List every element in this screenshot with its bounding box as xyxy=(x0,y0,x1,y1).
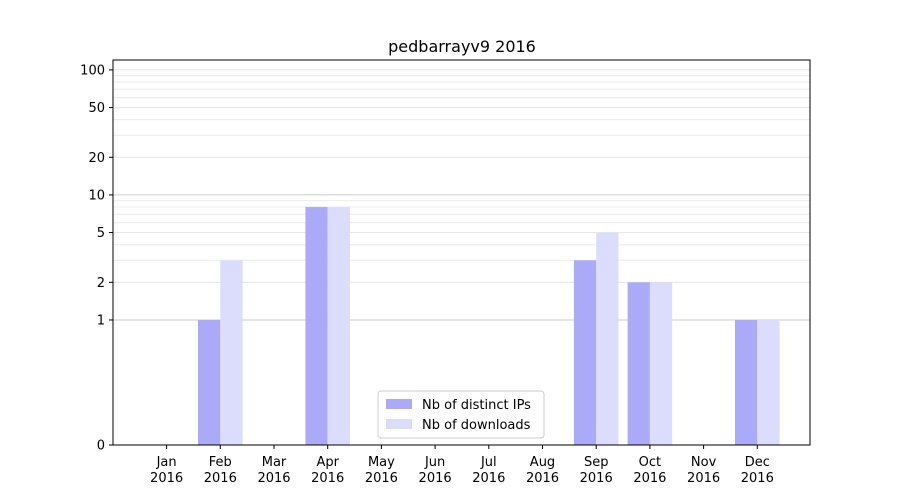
bar-nb-of-downloads-sep xyxy=(596,232,619,445)
y-tick-label: 20 xyxy=(88,151,105,166)
bar-nb-of-downloads-dec xyxy=(757,319,780,445)
bar-nb-of-distinct-ips-dec xyxy=(734,319,758,445)
x-tick-label-month: Oct xyxy=(639,455,661,470)
x-tick-label-year: 2016 xyxy=(419,471,452,486)
x-tick-label-year: 2016 xyxy=(150,471,183,486)
legend-label: Nb of distinct IPs xyxy=(422,398,531,413)
bar-nb-of-distinct-ips-apr xyxy=(305,207,328,445)
y-tick-label: 1 xyxy=(97,313,105,328)
bars xyxy=(197,207,780,445)
x-tick-label-year: 2016 xyxy=(633,471,666,486)
y-tick-label: 5 xyxy=(97,226,105,241)
x-tick-label-year: 2016 xyxy=(472,471,505,486)
x-tick-label-month: Dec xyxy=(745,455,770,470)
y-axis: 0 1 2 5 10 20 50 100 xyxy=(80,63,113,454)
legend-swatch xyxy=(386,419,412,429)
bar-nb-of-downloads-feb xyxy=(220,260,243,445)
y-tick-label: 50 xyxy=(88,101,105,116)
legend-label: Nb of downloads xyxy=(422,418,531,433)
x-tick-label-month: Nov xyxy=(691,455,717,470)
x-tick-label-month: Jan xyxy=(156,455,177,470)
x-tick-label-year: 2016 xyxy=(204,471,237,486)
bar-nb-of-distinct-ips-sep xyxy=(573,260,597,445)
x-tick-label-month: Aug xyxy=(530,455,555,470)
y-tick-label: 0 xyxy=(97,439,105,454)
x-tick-label-month: Jun xyxy=(424,455,445,470)
x-tick-label-month: Sep xyxy=(584,455,609,470)
legend-swatch xyxy=(386,399,412,409)
x-axis: Jan2016Feb2016Mar2016Apr2016May2016Jun20… xyxy=(150,445,774,486)
x-tick-label-year: 2016 xyxy=(741,471,774,486)
x-tick-label-year: 2016 xyxy=(526,471,559,486)
grid-lines xyxy=(113,69,810,446)
x-tick-label-month: May xyxy=(368,455,395,470)
x-tick-label-year: 2016 xyxy=(687,471,720,486)
y-tick-label: 10 xyxy=(88,188,105,203)
bar-nb-of-distinct-ips-oct xyxy=(627,282,650,445)
plot-frame xyxy=(112,59,811,446)
legend: Nb of distinct IPs Nb of downloads xyxy=(377,390,545,439)
x-tick-label-month: Apr xyxy=(316,455,339,470)
chart-title: pedbarrayv9 2016 xyxy=(388,37,536,56)
bar-nb-of-downloads-oct xyxy=(649,282,673,445)
x-tick-label-year: 2016 xyxy=(257,471,290,486)
x-tick-label-year: 2016 xyxy=(311,471,344,486)
x-tick-label-month: Mar xyxy=(262,455,287,470)
x-tick-label-month: Jul xyxy=(480,455,497,470)
y-tick-label: 100 xyxy=(80,63,105,78)
y-tick-label: 2 xyxy=(97,276,105,291)
x-tick-label-year: 2016 xyxy=(580,471,613,486)
x-tick-label-year: 2016 xyxy=(365,471,398,486)
x-tick-label-month: Feb xyxy=(209,455,232,470)
legend-box xyxy=(377,390,545,439)
bar-nb-of-distinct-ips-feb xyxy=(197,319,221,445)
bar-nb-of-downloads-apr xyxy=(327,207,351,445)
